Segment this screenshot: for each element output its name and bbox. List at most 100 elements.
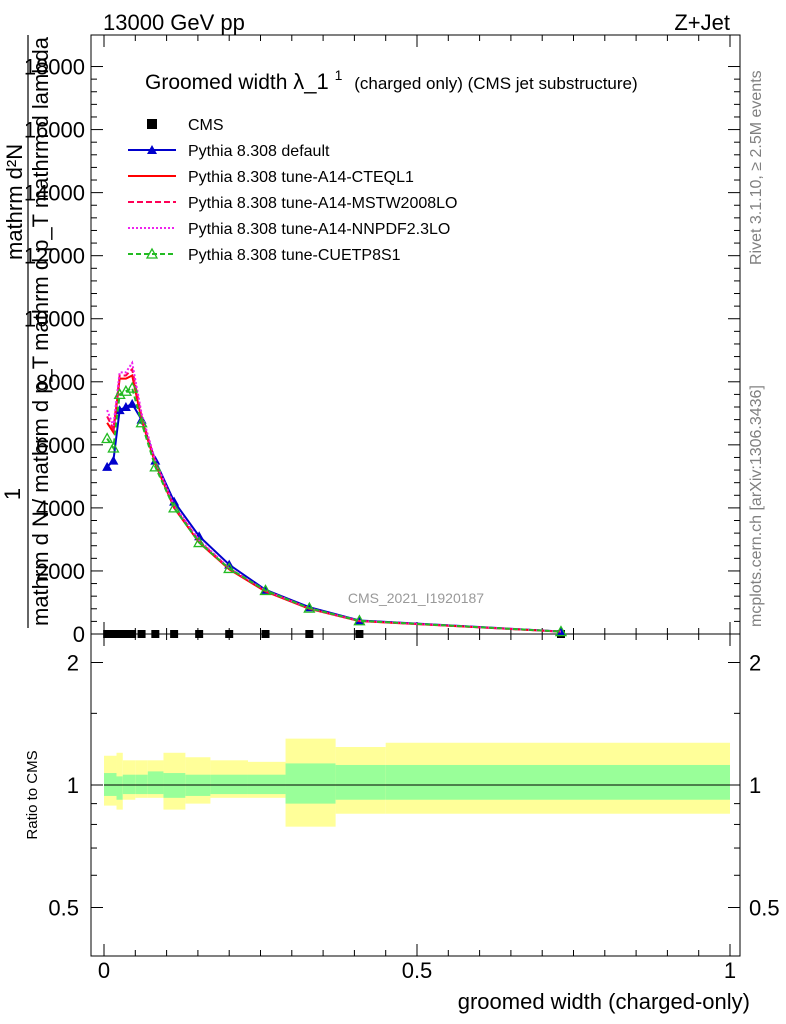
series-pythia-8-308-tune-cuetp8s1 (101, 381, 568, 637)
ratio-ytick-label-right: 1 (749, 773, 761, 798)
ratio-inner-band (122, 774, 136, 795)
ylabel-one: 1 (0, 488, 25, 500)
ylabel-denom-line2: mathrm d N / mathrm d p_T (28, 356, 53, 626)
main-ytick-label: 16000 (24, 118, 85, 143)
main-ytick-label: 2000 (36, 559, 85, 584)
data-point (259, 584, 272, 596)
x-axis-label: groomed width (charged-only) (458, 989, 750, 1014)
legend-label: Pythia 8.308 tune-A14-NNPDF2.3LO (188, 221, 450, 238)
data-point (170, 630, 179, 638)
ratio-axes: 0.5 0.5 1 1 2 2 0 0.5 1 (48, 634, 780, 983)
main-ytick-label: 0 (73, 622, 85, 647)
ratio-panel-frame (90, 633, 741, 957)
ratio-inner-band (385, 764, 730, 800)
data-point (135, 416, 148, 428)
data-point (355, 630, 364, 638)
ratio-ytick-label-left: 1 (67, 773, 79, 798)
data-point (193, 536, 206, 548)
ratio-inner-band (285, 763, 336, 804)
ylabel-denom-line1: mathrm d p_T mathrm d lambda (28, 36, 53, 351)
chart-title-sup: 1 (335, 67, 343, 83)
ratio-ylabel: Ratio to CMS (24, 750, 41, 839)
data-point (101, 432, 114, 444)
series-pythia-8-308-tune-a14-nnpdf2-3lo (106, 360, 562, 633)
watermark: CMS_2021_I1920187 (348, 590, 484, 606)
data-point (126, 381, 139, 393)
series-line (106, 360, 562, 633)
data-point (223, 562, 236, 574)
legend-marker (145, 247, 159, 259)
data-point (128, 630, 137, 638)
ratio-inner-band (147, 771, 164, 795)
data-point (149, 460, 162, 472)
legend-label: Pythia 8.308 tune-A14-CTEQL1 (188, 169, 414, 186)
data-point (115, 630, 124, 638)
data-point (121, 630, 130, 638)
legend-marker (147, 119, 157, 129)
data-point (303, 601, 316, 613)
legend-label: Pythia 8.308 tune-A14-MSTW2008LO (188, 195, 457, 212)
rivet-label: Rivet 3.1.10, ≥ 2.5M events (748, 70, 765, 265)
legend-label: Pythia 8.308 tune-CUETP8S1 (188, 247, 401, 264)
energy-label: 13000 GeV pp (103, 10, 245, 35)
data-point (102, 461, 113, 471)
ratio-ytick-label-left: 0.5 (48, 895, 79, 920)
mcplots-label: mcplots.cern.ch [arXiv:1306.3436] (748, 385, 765, 627)
ratio-ytick-label-right: 0.5 (749, 895, 780, 920)
chart-title: Groomed width λ_1 1 (charged only) (CMS … (145, 62, 638, 94)
legend-label: CMS (188, 117, 224, 134)
chart-title-symbol: λ_1 (293, 69, 328, 94)
main-ytick-label: 12000 (24, 244, 85, 269)
main-ytick-label: 8000 (36, 370, 85, 395)
ratio-xtick-label: 0.5 (402, 958, 433, 983)
main-ylabel: mathrm d²N mathrm d p_T mathrm d lambda … (0, 35, 53, 628)
main-axes: 0 2000 4000 6000 8000 10000 12000 14000 16000 180… (24, 35, 740, 647)
main-ytick-label: 18000 (24, 55, 85, 80)
data-point (554, 625, 568, 637)
legend-item: Pythia 8.308 tune-A14-MSTW2008LO (128, 195, 457, 212)
process-label: Z+Jet (674, 10, 730, 35)
series-pythia-8-308-default (102, 398, 566, 636)
series-line (106, 402, 562, 633)
ratio-ytick-label-left: 2 (67, 651, 79, 676)
data-point (127, 398, 138, 408)
legend-marker (147, 145, 157, 154)
legend-label: Pythia 8.308 default (188, 143, 330, 160)
main-ytick-label: 14000 (24, 181, 85, 206)
ratio-inner-band (247, 774, 286, 795)
data-point (168, 501, 181, 513)
main-ytick-label: 6000 (36, 433, 85, 458)
chart-title-main: Groomed width (145, 71, 287, 94)
main-ytick-label: 4000 (36, 496, 85, 521)
ratio-xtick-label: 1 (724, 958, 736, 983)
data-point (137, 630, 146, 638)
series-line (106, 386, 562, 633)
chart-title-rest: (charged only) (CMS jet substructure) (354, 74, 637, 93)
main-ytick-label: 10000 (24, 307, 85, 332)
ratio-inner-band (104, 773, 117, 796)
ratio-inner-band (116, 776, 123, 800)
ratio-inner-band (335, 764, 386, 800)
data-point (305, 630, 314, 638)
ratio-xtick-label: 0 (98, 958, 110, 983)
data-point (103, 630, 112, 638)
ratio-inner-band (135, 774, 148, 795)
legend-item: Pythia 8.308 default (128, 143, 330, 160)
data-point (120, 402, 131, 412)
ratio-ytick-label-right: 2 (749, 651, 761, 676)
data-point (108, 455, 119, 465)
ratio-inner-band (210, 774, 248, 795)
data-point (107, 441, 120, 453)
data-point (151, 630, 160, 638)
legend-item: Pythia 8.308 tune-A14-NNPDF2.3LO (128, 221, 450, 238)
legend-item: CMS (147, 117, 224, 134)
ylabel-rest: mathrm d²N (2, 144, 27, 260)
ratio-bands (104, 738, 730, 827)
legend: CMS Pythia 8.308 default Pythia 8.308 tune… (128, 117, 457, 264)
legend-item: Pythia 8.308 tune-CUETP8S1 (128, 247, 401, 264)
data-point (195, 630, 204, 638)
data-point (114, 405, 125, 415)
data-point (261, 630, 270, 638)
main-series (101, 360, 568, 638)
